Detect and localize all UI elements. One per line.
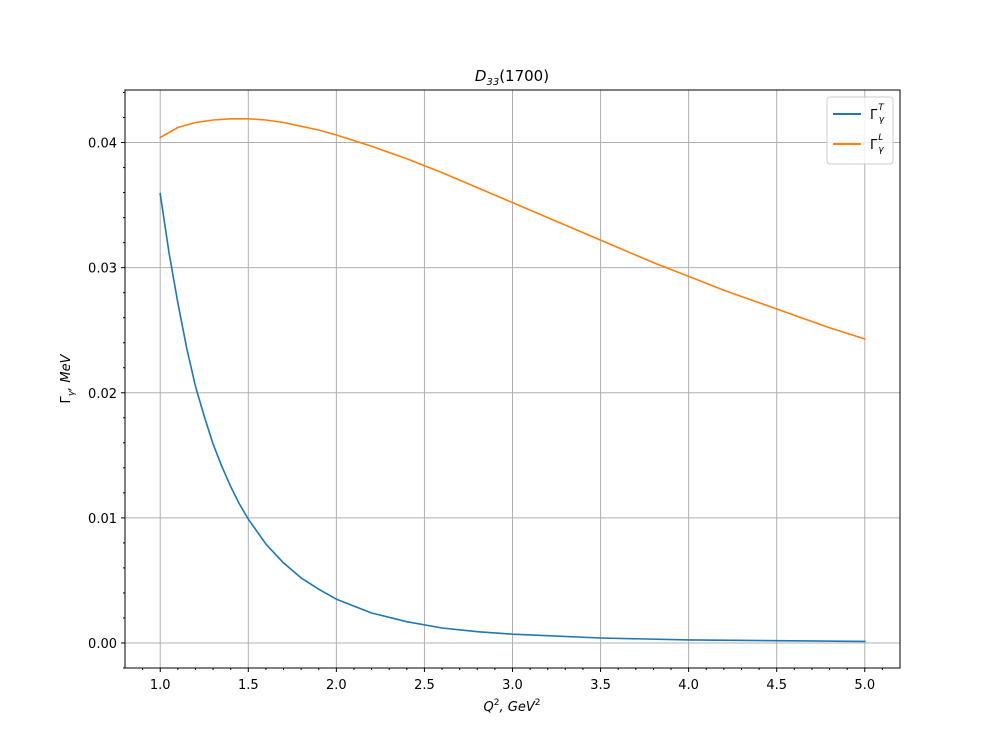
y-tick-label: 0.01 <box>88 512 117 527</box>
x-tick-label: 4.5 <box>766 678 787 693</box>
y-axis-ticks: 0.00 0.01 0.02 0.03 0.04 <box>88 92 125 669</box>
x-tick-label: 5.0 <box>854 678 875 693</box>
x-tick-label: 1.0 <box>150 678 171 693</box>
y-axis-label: Γγ, MeV <box>59 353 77 403</box>
x-tick-label: 2.0 <box>326 678 347 693</box>
x-tick-label: 4.0 <box>678 678 699 693</box>
x-axis-label: Q2, GeV2 <box>484 698 541 715</box>
y-tick-label: 0.04 <box>88 137 117 152</box>
x-axis-ticks: 1.0 1.5 2.0 2.5 3.0 3.5 4.0 4.5 5.0 <box>142 668 883 693</box>
x-tick-label: 3.5 <box>590 678 611 693</box>
x-tick-label: 3.0 <box>502 678 523 693</box>
x-tick-label: 1.5 <box>238 678 259 693</box>
y-tick-label: 0.02 <box>88 387 117 402</box>
series-line-transverse <box>159 192 866 643</box>
chart-title: D33(1700) <box>475 67 549 88</box>
series-lines <box>159 118 866 643</box>
x-tick-label: 2.5 <box>414 678 435 693</box>
y-tick-label: 0.00 <box>88 637 117 652</box>
grid <box>125 90 900 668</box>
legend-label-longitudinal: ΓL γ <box>870 133 884 155</box>
legend: ΓT γ ΓL γ <box>826 96 894 165</box>
series-line-longitudinal <box>159 118 866 341</box>
y-tick-label: 0.03 <box>88 262 117 277</box>
legend-label-transverse: ΓT γ <box>870 103 885 125</box>
